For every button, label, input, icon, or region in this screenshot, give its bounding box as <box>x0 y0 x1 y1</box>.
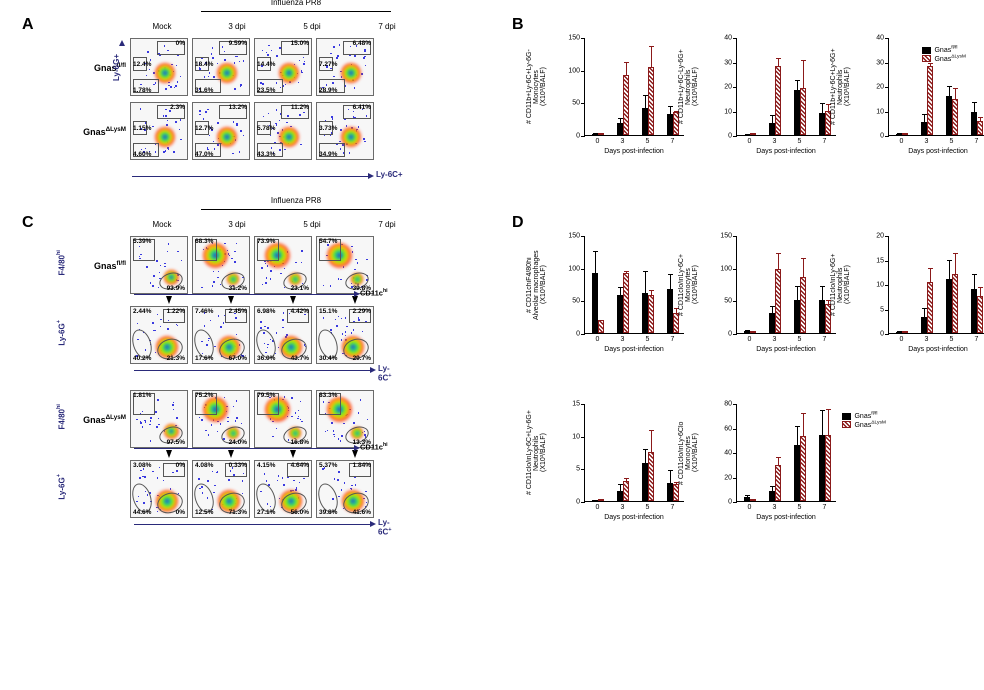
facs-plot: 54.7%39.8% <box>316 236 374 294</box>
facs-plot: 9.59%18.4%31.6% <box>192 38 250 96</box>
col-7dpi: 7 dpi <box>358 220 416 229</box>
col-mock: Mock <box>133 22 191 31</box>
facs-plot: 6.41%3.73%34.9% <box>316 102 374 160</box>
bar-chart: 050100150 0 3 5 <box>554 236 688 368</box>
panel-b-charts: 050100150 0 3 5 <box>554 38 984 170</box>
facs-plot: 68.3%31.2% <box>192 236 250 294</box>
bar-chart: 05101520 0 3 5 <box>858 236 984 368</box>
panel-d: D 050100150 0 3 5 <box>506 214 984 674</box>
facs-plot: 15.0%14.4%23.5% <box>254 38 312 96</box>
figure-root: A Mock 3 dpi 5 dpi 7 dpi Influenza PR8 G… <box>16 16 968 674</box>
panel-c-facs-block: Gnasfl/flF4/80hi5.39%93.9%68.3%31.2%73.9… <box>74 236 378 544</box>
bar-chart: 020406080 0 3 5 <box>706 404 840 536</box>
panel-d-label: D <box>512 214 524 232</box>
panel-a-label: A <box>22 16 34 34</box>
bar-chart: 050100150 0 3 5 <box>706 236 840 368</box>
facs-plot: 11.2%5.78%43.3% <box>254 102 312 160</box>
facs-plot: 5.37%1.84%39.8%41.6% <box>316 460 374 518</box>
facs-plot: 3.08%0%44.6%0% <box>130 460 188 518</box>
facs-plot: 7.46%2.45%17.6%67.0% <box>192 306 250 364</box>
col-7dpi: 7 dpi <box>358 22 416 31</box>
facs-plot: 2.3%1.15%4.60% <box>130 102 188 160</box>
facs-plot: 15.1%2.29%30.4%29.7% <box>316 306 374 364</box>
facs-plot: 2.44%1.22%40.2%21.3% <box>130 306 188 364</box>
bar-chart: 051015 0 3 5 <box>554 404 688 536</box>
arrow-icon <box>368 173 374 179</box>
arrow-icon <box>119 40 125 46</box>
facs-plot: 79.5%16.8% <box>254 390 312 448</box>
legend-ly: GnasΔLysM <box>854 422 886 429</box>
col-5dpi: 5 dpi <box>283 220 341 229</box>
x-axis-ly6c-a: Ly-6C+ <box>376 170 403 179</box>
panel-d-legend: Gnasfl/fl GnasΔLysM <box>842 412 886 429</box>
facs-plot: 4.15%4.64%27.1%56.0% <box>254 460 312 518</box>
facs-plot: 5.39%93.9% <box>130 236 188 294</box>
panel-c-col-headers: Mock 3 dpi 5 dpi 7 dpi Influenza PR8 <box>133 220 416 229</box>
panel-b-legend: Gnasfl/fl GnasΔLysM <box>922 46 966 63</box>
facs-plot: 1.81%97.5% <box>130 390 188 448</box>
facs-plot: 83.3%13.3% <box>316 390 374 448</box>
panel-a: A Mock 3 dpi 5 dpi 7 dpi Influenza PR8 G… <box>16 16 496 206</box>
facs-plot: 75.2%24.0% <box>192 390 250 448</box>
col-3dpi: 3 dpi <box>208 22 266 31</box>
col-5dpi: 5 dpi <box>283 22 341 31</box>
legend-ly: GnasΔLysM <box>934 56 966 63</box>
facs-plot: 73.9%23.1% <box>254 236 312 294</box>
bracket-pr8: Influenza PR8 <box>267 196 325 205</box>
genotype-label: Gnasfl/fl <box>74 260 126 271</box>
genotype-label: GnasΔLysM <box>74 414 126 425</box>
facs-plot: 6.98%4.42%36.0%43.7% <box>254 306 312 364</box>
facs-plot: 13.2%12.7%47.0% <box>192 102 250 160</box>
panel-d-charts-row2: 051015 0 3 5 <box>554 404 840 536</box>
x-axis-line <box>132 176 368 177</box>
panel-b: B 050100150 0 3 5 <box>506 16 984 206</box>
facs-plot: 6.48%7.27%28.9% <box>316 38 374 96</box>
panel-a-col-headers: Mock 3 dpi 5 dpi 7 dpi Influenza PR8 <box>133 22 416 31</box>
panel-d-charts-row1: 050100150 0 3 5 <box>554 236 984 368</box>
col-mock: Mock <box>133 220 191 229</box>
genotype-label: GnasΔLysM <box>74 126 126 137</box>
facs-plot: 4.08%0.33%12.5%71.3% <box>192 460 250 518</box>
bar-chart: 010203040 0 3 5 <box>706 38 840 170</box>
panel-b-label: B <box>512 16 524 34</box>
bracket-pr8: Influenza PR8 <box>267 0 325 7</box>
panel-c-label: C <box>22 214 34 232</box>
panel-c: C Mock 3 dpi 5 dpi 7 dpi Influenza PR8 G… <box>16 214 496 674</box>
y-axis-ly6g-a: Ly-6G+ <box>112 54 121 81</box>
facs-plot: 0%12.4%1.78% <box>130 38 188 96</box>
bar-chart: 050100150 0 3 5 <box>554 38 688 170</box>
col-3dpi: 3 dpi <box>208 220 266 229</box>
